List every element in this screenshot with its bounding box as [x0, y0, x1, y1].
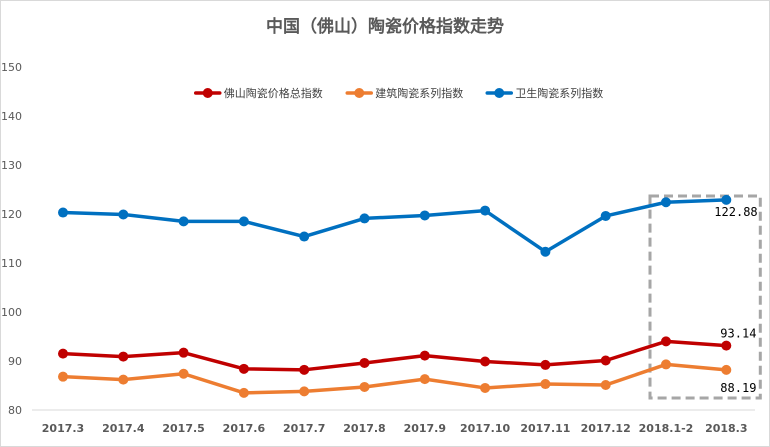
data-point	[359, 357, 370, 368]
data-point	[480, 356, 491, 367]
data-point	[238, 387, 249, 398]
data-point	[419, 374, 430, 385]
data-point	[299, 386, 310, 397]
y-tick-label: 120	[1, 208, 22, 221]
series-layer	[58, 194, 732, 398]
legend: 佛山陶瓷价格总指数 建筑陶瓷系列指数 卫生陶瓷系列指数	[194, 86, 603, 100]
data-point	[721, 194, 732, 205]
data-point	[480, 382, 491, 393]
data-label: 122.88	[714, 205, 757, 219]
data-point	[419, 350, 430, 361]
legend-swatch-marker	[354, 88, 365, 98]
x-tick-label: 2017.4	[102, 422, 145, 435]
series-line-2	[61, 198, 729, 254]
data-point	[58, 348, 68, 359]
y-tick-label: 80	[8, 404, 22, 417]
legend-label: 卫生陶瓷系列指数	[515, 86, 603, 100]
data-point	[661, 197, 671, 208]
data-point	[178, 347, 189, 358]
data-point	[419, 210, 430, 221]
highlight-box	[648, 194, 762, 400]
chart-title: 中国（佛山）陶瓷价格指数走势	[266, 17, 504, 37]
x-tick-label: 2017.11	[520, 422, 570, 435]
data-point	[600, 380, 611, 391]
data-point	[721, 340, 732, 351]
legend-swatch-marker	[202, 88, 213, 98]
y-tick-label: 150	[1, 61, 22, 74]
x-tick-label: 2017.9	[404, 422, 446, 435]
y-tick-label: 130	[1, 159, 22, 172]
data-label: 93.14	[720, 327, 756, 341]
data-point	[299, 231, 310, 242]
data-point	[540, 359, 551, 370]
legend-label: 建筑陶瓷系列指数	[375, 86, 463, 100]
data-point	[540, 379, 551, 390]
data-point	[661, 359, 671, 370]
series-line-1	[61, 362, 729, 395]
x-tick-label: 2017.5	[162, 422, 204, 435]
data-point	[299, 364, 310, 375]
data-point	[359, 381, 370, 392]
y-tick-label: 100	[1, 306, 22, 319]
highlight-box-layer	[648, 194, 762, 400]
data-point	[661, 336, 671, 347]
x-tick-label: 2017.12	[581, 422, 631, 435]
data-point	[58, 207, 68, 218]
data-point	[600, 210, 611, 221]
data-point	[178, 368, 189, 379]
axis-layer: 80 90 100 110 120 130 140 150 2017.3 2017.4 2017.5…	[1, 61, 755, 435]
data-point	[118, 209, 129, 220]
legend-swatch-marker	[494, 88, 505, 98]
x-tick-label: 2018.3	[705, 422, 747, 435]
data-point	[178, 216, 189, 227]
data-label: 88.19	[720, 381, 756, 395]
data-point	[359, 213, 370, 224]
data-point	[118, 351, 129, 362]
x-tick-label: 2017.8	[343, 422, 385, 435]
data-point	[600, 355, 611, 366]
x-tick-label: 2018.1-2	[639, 422, 694, 435]
data-point	[540, 246, 551, 257]
x-tick-label: 2017.3	[42, 422, 84, 435]
x-tick-label: 2017.6	[223, 422, 266, 435]
legend-label: 佛山陶瓷价格总指数	[224, 86, 323, 100]
y-tick-label: 90	[8, 355, 22, 368]
data-point	[238, 363, 249, 374]
data-point	[480, 205, 491, 216]
y-tick-label: 110	[1, 257, 22, 270]
data-point	[58, 371, 68, 382]
data-point	[721, 364, 732, 375]
data-point	[118, 374, 129, 385]
data-point	[238, 216, 249, 227]
y-tick-label: 140	[1, 110, 22, 123]
annotation-layer: 122.88 93.14 88.19	[714, 205, 757, 395]
series-line-0	[61, 339, 729, 372]
x-tick-label: 2017.10	[460, 422, 510, 435]
x-tick-label: 2017.7	[283, 422, 325, 435]
